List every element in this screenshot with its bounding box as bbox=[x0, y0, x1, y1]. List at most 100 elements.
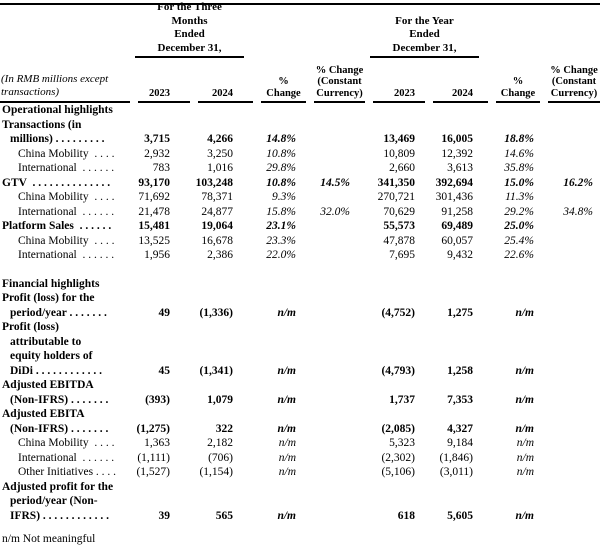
value-cell: 4,266 bbox=[207, 133, 233, 145]
table-row: International . . . . . . 783 1,016 29.8% 2,… bbox=[0, 161, 600, 176]
row-label: Profit (loss) for the period/year . . . … bbox=[2, 292, 107, 319]
value-cell bbox=[306, 436, 365, 451]
value-cell: 1,737 bbox=[389, 393, 415, 406]
row-label: China Mobility . . . . bbox=[18, 437, 115, 449]
value-cell: (1,336) bbox=[199, 306, 233, 319]
value-cell bbox=[540, 378, 600, 407]
q-2024-column-header: 2024 bbox=[198, 88, 253, 103]
value-cell: 55,573 bbox=[383, 220, 415, 232]
value-cell: 25.4% bbox=[504, 234, 534, 247]
value-cell bbox=[425, 263, 488, 277]
table-row: Other Initiatives . . . . (1,527) (1,154) n… bbox=[0, 465, 600, 480]
value-cell: (1,527) bbox=[136, 466, 170, 478]
value-cell: 24,877 bbox=[201, 205, 233, 218]
value-cell bbox=[488, 277, 540, 292]
value-cell: 3,250 bbox=[207, 147, 233, 160]
value-cell bbox=[540, 263, 600, 277]
value-cell bbox=[306, 161, 365, 176]
row-label: Adjusted EBITDA (Non-IFRS) . . . . . . . bbox=[2, 379, 109, 406]
value-cell: 71,692 bbox=[138, 191, 170, 203]
value-cell: 25.0% bbox=[504, 220, 534, 232]
value-cell bbox=[306, 248, 365, 263]
value-cell: 69,489 bbox=[441, 220, 473, 232]
value-cell: 14.6% bbox=[504, 147, 534, 160]
column-header-row: (In RMB millions except transactions) 20… bbox=[0, 58, 600, 103]
value-cell: n/m bbox=[515, 364, 534, 377]
value-cell bbox=[425, 103, 488, 118]
value-cell: 32.0% bbox=[320, 205, 350, 218]
row-label: International . . . . . . bbox=[18, 205, 115, 218]
value-cell: 16,005 bbox=[441, 133, 473, 145]
value-cell bbox=[306, 234, 365, 249]
value-cell: 270,721 bbox=[377, 191, 415, 203]
value-cell: 34.8% bbox=[563, 205, 593, 218]
table-row: Adjusted EBITA (Non-IFRS) . . . . . . . (… bbox=[0, 407, 600, 436]
value-cell bbox=[306, 291, 365, 320]
value-cell bbox=[540, 436, 600, 451]
value-cell: 1,956 bbox=[144, 249, 170, 261]
value-cell: 10.8% bbox=[266, 147, 296, 160]
value-cell: 301,436 bbox=[435, 191, 473, 203]
value-cell: 22.0% bbox=[266, 249, 296, 261]
value-cell: n/m bbox=[515, 509, 534, 522]
value-cell bbox=[540, 103, 600, 118]
value-cell: 47,878 bbox=[383, 234, 415, 247]
table-row: Adjusted profit for the period/year (Non… bbox=[0, 480, 600, 524]
value-cell bbox=[540, 451, 600, 466]
value-cell bbox=[540, 320, 600, 378]
value-cell: 2,932 bbox=[144, 147, 170, 160]
table-row: China Mobility . . . . 2,932 3,250 10.8% 10,… bbox=[0, 147, 600, 162]
fy-2024-column-header: 2024 bbox=[433, 88, 488, 103]
table-row: International . . . . . . 1,956 2,386 22.0%… bbox=[0, 248, 600, 263]
value-cell bbox=[540, 161, 600, 176]
table-row: Platform Sales . . . . . . 15,481 19,064 23… bbox=[0, 219, 600, 234]
value-cell: (706) bbox=[208, 451, 233, 464]
value-cell bbox=[425, 277, 488, 292]
fy-2023-column-header: 2023 bbox=[373, 88, 425, 103]
value-cell bbox=[130, 263, 190, 277]
value-cell bbox=[253, 263, 306, 277]
value-cell bbox=[540, 277, 600, 292]
value-cell bbox=[306, 277, 365, 292]
value-cell bbox=[540, 147, 600, 162]
value-cell: 60,057 bbox=[441, 234, 473, 247]
value-cell bbox=[130, 277, 190, 292]
row-label: Adjusted profit for the period/year (Non… bbox=[2, 480, 114, 522]
q-pct-change-column-header: % Change bbox=[261, 76, 306, 103]
row-label: Financial highlights bbox=[2, 277, 100, 290]
three-months-group-header: For the Three Months Ended December 31, bbox=[135, 1, 244, 58]
value-cell bbox=[365, 277, 425, 292]
value-cell: n/m bbox=[516, 466, 534, 478]
fy-pct-change-column-header: % Change bbox=[496, 76, 540, 103]
value-cell bbox=[253, 277, 306, 292]
value-cell: 7,695 bbox=[389, 249, 415, 261]
value-cell: 10.8% bbox=[266, 176, 296, 189]
value-cell: 9,184 bbox=[447, 437, 473, 449]
value-cell bbox=[306, 147, 365, 162]
value-cell: 1,016 bbox=[207, 162, 233, 174]
value-cell: n/m bbox=[516, 437, 534, 449]
value-cell: 13,469 bbox=[383, 133, 415, 145]
group-header-row: For the Three Months Ended December 31, … bbox=[0, 0, 600, 58]
value-cell: 322 bbox=[215, 422, 233, 435]
value-cell: 15.8% bbox=[266, 205, 296, 218]
value-cell: 341,350 bbox=[377, 176, 415, 189]
table-row: China Mobility . . . . 71,692 78,371 9.3% 27… bbox=[0, 190, 600, 205]
value-cell: n/m bbox=[278, 466, 296, 478]
value-cell: 9,432 bbox=[447, 249, 473, 261]
row-label: China Mobility . . . . bbox=[18, 191, 115, 203]
value-cell bbox=[253, 103, 306, 118]
row-label: Operational highlights bbox=[2, 104, 113, 116]
value-cell: 16,678 bbox=[201, 234, 233, 247]
value-cell: 23.3% bbox=[266, 234, 296, 247]
table-row: International . . . . . . 21,478 24,877 15.… bbox=[0, 205, 600, 220]
value-cell bbox=[306, 118, 365, 147]
value-cell bbox=[540, 118, 600, 147]
value-cell bbox=[306, 103, 365, 118]
value-cell: (1,111) bbox=[137, 451, 170, 464]
row-label: International . . . . . . bbox=[18, 249, 115, 261]
value-cell: 45 bbox=[158, 364, 171, 377]
table-row: Operational highlights bbox=[0, 103, 600, 118]
table-row: Adjusted EBITDA (Non-IFRS) . . . . . . .… bbox=[0, 378, 600, 407]
